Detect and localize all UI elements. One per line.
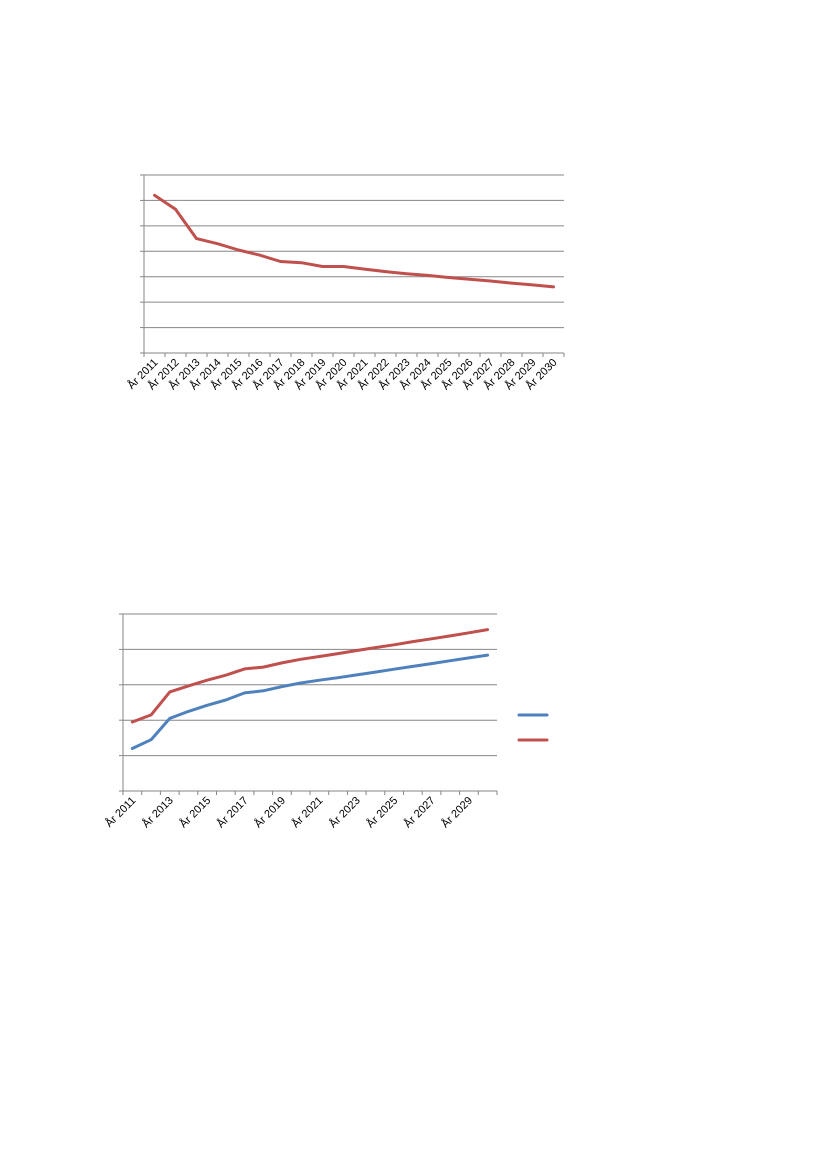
chart-2-axes xyxy=(119,613,498,795)
x-tick-label: År 2015 xyxy=(177,794,213,830)
chart-2-gridlines xyxy=(123,613,497,757)
x-tick-label: År 2029 xyxy=(439,794,475,830)
chart-1-axes xyxy=(140,174,565,357)
x-tick-label: År 2023 xyxy=(326,794,362,830)
chart-2: År 2011 År 2013 År 2015 År 2017 År 2019 År 20… xyxy=(103,613,549,830)
chart-2-legend xyxy=(517,713,549,742)
x-tick-label: År 2021 xyxy=(289,794,325,830)
x-tick-label: År 2019 xyxy=(252,794,288,830)
x-tick-label: År 2017 xyxy=(214,794,250,830)
series-line-1 xyxy=(130,653,490,750)
series-line-2 xyxy=(130,628,490,724)
chart-2-x-tick-labels: År 2011 År 2013 År 2015 År 2017 År 2019 År 20… xyxy=(103,794,475,830)
x-tick-label: År 2013 xyxy=(139,794,175,830)
series-line-1 xyxy=(153,193,555,289)
x-tick-label: År 2025 xyxy=(364,794,400,830)
chart-1-gridlines xyxy=(144,174,564,329)
chart-2-series xyxy=(130,628,490,750)
chart-1-series xyxy=(153,193,555,289)
x-tick-label: År 2027 xyxy=(401,794,437,830)
x-tick-label: År 2011 xyxy=(103,794,139,830)
